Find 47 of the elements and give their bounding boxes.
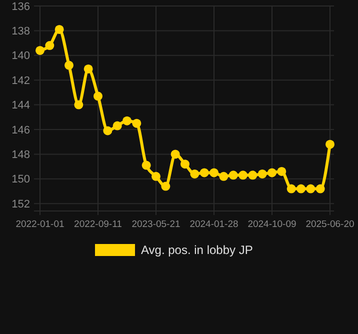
point [54, 24, 64, 34]
point [268, 168, 276, 178]
point [45, 41, 54, 50]
point [219, 172, 228, 181]
point [122, 116, 132, 126]
point [103, 126, 112, 136]
point [296, 184, 306, 194]
x-tick-label: 2024-10-09 [248, 219, 296, 230]
point [210, 168, 218, 178]
point [286, 184, 296, 194]
point [277, 166, 286, 176]
point [132, 118, 142, 128]
x-tick-label: 2022-01-01 [16, 219, 64, 230]
point [258, 169, 267, 178]
point [180, 160, 190, 169]
legend-label: Avg. pos. in lobby JP [141, 243, 253, 258]
y-tick-label: 142 [12, 74, 30, 87]
y-tick-label: 144 [12, 100, 30, 112]
point [190, 169, 200, 178]
point [248, 170, 258, 180]
point [64, 60, 74, 70]
point [228, 170, 238, 180]
x-tick-label: 2024-01-28 [190, 219, 238, 230]
point [161, 182, 170, 191]
point [142, 160, 151, 170]
point [94, 92, 102, 101]
point [306, 184, 316, 194]
y-tick-label: 140 [12, 50, 30, 62]
point [326, 140, 334, 149]
point [152, 172, 160, 181]
point [316, 184, 325, 194]
y-tick-label: 148 [12, 149, 30, 162]
x-tick-label: 2022-09-11 [74, 219, 122, 230]
point [170, 150, 180, 159]
y-tick-label: 136 [12, 0, 30, 13]
x-tick-label: 2025-06-20 [306, 219, 354, 230]
y-tick-label: 150 [12, 174, 30, 186]
point [112, 121, 122, 130]
point [84, 64, 93, 74]
y-tick-label: 138 [12, 26, 30, 38]
point [200, 168, 209, 178]
y-tick-label: 152 [12, 198, 30, 210]
y-tick-label: 146 [12, 124, 30, 136]
point [36, 46, 44, 55]
point [74, 100, 84, 110]
point [238, 170, 248, 180]
x-tick-label: 2023-05-21 [132, 219, 180, 230]
